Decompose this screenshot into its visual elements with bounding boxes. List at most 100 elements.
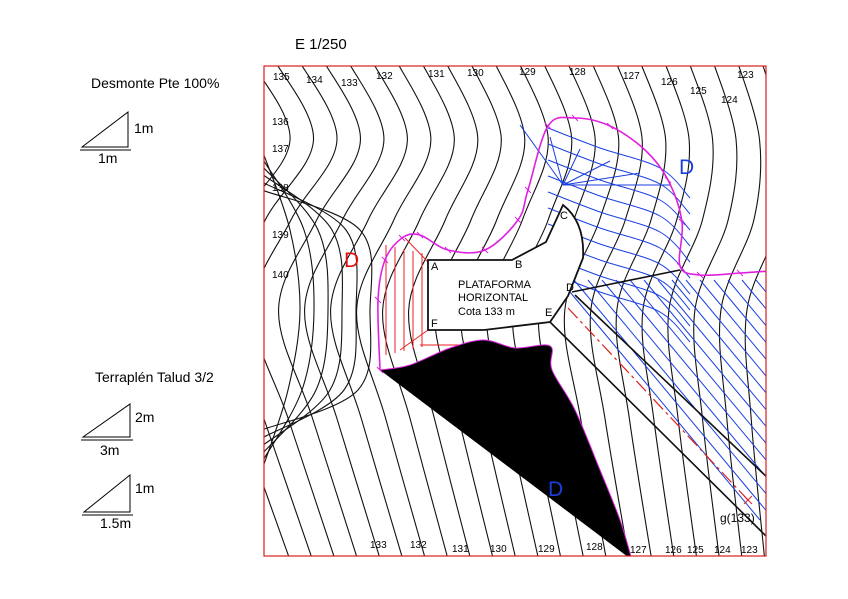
contour-line: [264, 160, 315, 460]
contour-label-left-1: 137: [272, 144, 289, 155]
daylight-mark: [544, 122, 552, 130]
contour-line: [278, 66, 361, 556]
construction-line: [571, 269, 681, 293]
daylight-mark: [736, 269, 744, 277]
cut-slope-legend: Desmonte Pte 100% 1m 1m: [80, 75, 219, 166]
vertex-c: C: [560, 210, 568, 222]
daylight-mark: [374, 296, 382, 304]
fill-hatch-corner: [399, 329, 429, 351]
contour-line: [264, 153, 301, 466]
contour-line: [744, 66, 766, 556]
contour-label-top-0: 135: [273, 72, 290, 83]
contour-line: [408, 66, 479, 556]
cut-hatch-diagonal: [713, 279, 766, 344]
daylight-mark: [664, 176, 672, 184]
cut-hatch-ray: [519, 124, 564, 186]
daylight-mark: [444, 246, 452, 254]
contour-label-top-9: 126: [661, 77, 678, 88]
vertex-b: B: [515, 259, 522, 271]
contour-label-top-3: 132: [376, 71, 393, 82]
contour-label-left-2: 138: [272, 183, 289, 194]
daylight-mark: [606, 122, 614, 130]
daylight-mark: [641, 146, 649, 154]
cut-hatch-line: [547, 127, 691, 199]
cut-hatch-diagonal: [643, 279, 766, 428]
cut-hatch-diagonal: [798, 280, 848, 520]
platform-label-line3: Cota 133 m: [458, 306, 515, 318]
cut-slope-triangle: [80, 110, 129, 148]
max-slope-axis: [567, 307, 749, 501]
vertex-f: F: [431, 318, 438, 330]
slope-construction-lines: [549, 269, 766, 538]
contour-line: [264, 182, 358, 438]
contour-line: [264, 66, 338, 556]
contour-label-top-7: 128: [569, 67, 586, 78]
contour-line: [693, 66, 738, 556]
daylight-mark: [376, 366, 384, 374]
cut-hatch-diagonal: [699, 279, 766, 360]
fill-slope-triangle-2: [82, 473, 131, 513]
contour-line: [264, 167, 329, 453]
contour-label-bottom-1: 132: [410, 540, 427, 551]
cut-hatch-diagonal: [601, 279, 766, 478]
zone-label-lower: D: [548, 478, 563, 501]
contour-line: [615, 66, 667, 556]
cut-hatch-ray: [562, 160, 611, 186]
daylight-mark: [678, 218, 686, 226]
cut-hatch-diagonal: [573, 279, 766, 512]
contour-line: [667, 66, 714, 556]
contour-label-bottom-5: 128: [586, 542, 603, 553]
cut-hatch-diagonal: [727, 279, 766, 327]
cut-hatch-diagonal: [770, 280, 848, 520]
cut-hatch-diagonal: [587, 279, 766, 495]
fill-slope-rise-1: 2m: [135, 409, 154, 425]
cut-hatch-line: [547, 143, 691, 215]
zone-label-upper-right: D: [679, 156, 694, 179]
slope-point-marker: [743, 495, 753, 505]
fill-slope-legend: Terraplén Talud 3/2 2m 3m 1m 1.5m: [81, 369, 214, 531]
contour-line: [356, 66, 432, 556]
contour-label-bottom-3: 130: [490, 544, 507, 555]
scale-label: E 1/250: [295, 36, 347, 53]
platform-label-line2: HORIZONTAL: [458, 292, 528, 304]
daylight-mark: [514, 216, 522, 224]
fill-slope-run-2: 1.5m: [100, 515, 131, 531]
fill-slope-rise-2: 1m: [135, 480, 154, 496]
daylight-mark: [524, 186, 532, 194]
cut-hatch-diagonal: [629, 279, 766, 444]
map-frame: [263, 65, 767, 557]
platform-label-line1: PLATAFORMA: [458, 279, 532, 291]
contour-line: [264, 80, 291, 556]
cut-hatch-ray: [549, 136, 564, 186]
daylight-intersections: [374, 114, 744, 556]
fill-slope-triangle-1: [81, 403, 131, 438]
fill-slope-title: Terraplén Talud 3/2: [95, 369, 214, 385]
construction-line: [574, 294, 766, 478]
platform-outline: [427, 203, 585, 331]
contour-line: [264, 174, 344, 446]
contour-line: [589, 66, 643, 556]
contour-labels: 135 134 133 132 131 130 129 128 127 126 …: [272, 67, 758, 556]
contour-line: [718, 66, 762, 556]
slope-point-label: g(133): [720, 511, 755, 525]
contour-label-top-4: 131: [428, 69, 445, 80]
vertex-a: A: [431, 261, 439, 273]
daylight-mark: [398, 234, 406, 242]
daylight-mark: [676, 262, 684, 270]
contour-label-bottom-0: 133: [370, 540, 387, 551]
contour-label-bottom-9: 124: [714, 545, 731, 556]
contour-label-top-10: 125: [690, 86, 707, 97]
platform-vertex-labels: A B C D E F: [431, 210, 574, 330]
cut-hatch-diagonal: [615, 279, 766, 461]
cut-hatch-diagonal: [559, 279, 761, 521]
contour-label-bottom-7: 126: [665, 545, 682, 556]
cut-slope-run: 1m: [98, 150, 117, 166]
cut-hatch-diagonal: [685, 279, 766, 377]
cut-hatch-ray: [562, 172, 641, 186]
daylight-mark: [481, 246, 489, 254]
contour-label-top-5: 130: [467, 68, 484, 79]
daylight-mark: [571, 114, 579, 122]
contour-label-bottom-10: 123: [741, 545, 758, 556]
daylight-mark: [381, 256, 389, 264]
